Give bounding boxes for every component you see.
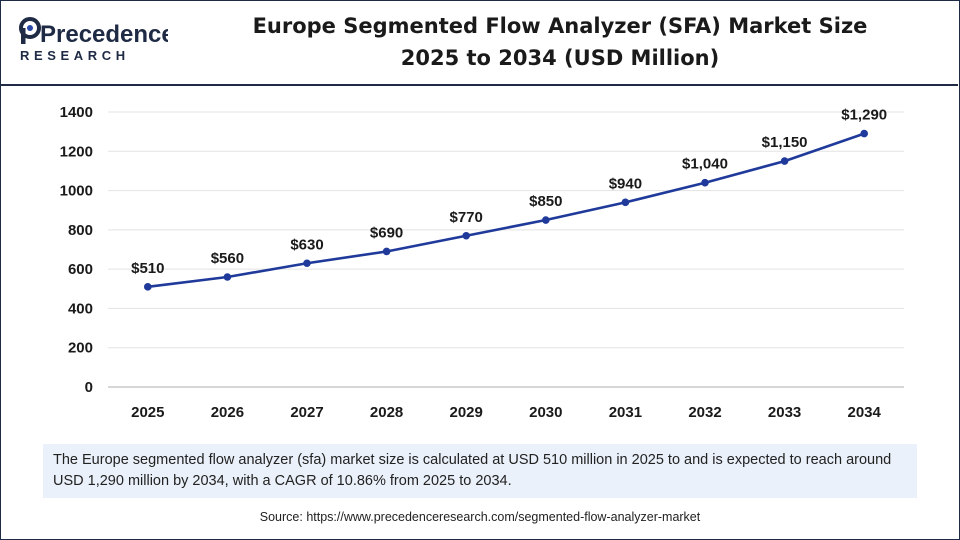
x-tick-label: 2028 [370,404,403,421]
x-tick-label: 2026 [211,404,244,421]
data-point [462,231,471,240]
data-label: $850 [529,193,562,210]
y-tick-label: 1200 [60,143,93,160]
data-point [780,157,789,165]
y-tick-label: 800 [68,222,93,239]
source-note: Source: https://www.precedenceresearch.c… [259,510,701,524]
data-label: $560 [211,250,244,267]
x-tick-label: 2027 [290,404,323,421]
series-line [147,132,865,289]
y-tick-label: 0 [85,379,93,396]
x-tick-label: 2029 [450,404,483,421]
x-tick-label: 2030 [529,404,562,421]
logo-dot [27,25,33,31]
data-point [621,198,630,207]
y-tick-label: 1400 [60,104,93,121]
data-label: $940 [609,175,642,192]
title-line-1: Europe Segmented Flow Analyzer (SFA) Mar… [252,14,868,38]
y-tick-label: 200 [68,340,93,357]
data-point [542,216,550,224]
y-tick-label: 600 [68,261,93,278]
header: Precedence RESEARCH Europe Segmented Flo… [0,0,958,86]
y-tick-label: 1000 [60,183,93,200]
data-label: $1,150 [762,134,808,151]
x-tick-label: 2033 [768,404,801,421]
data-label: $510 [131,260,164,277]
x-tick-label: 2034 [848,404,882,421]
data-point [860,129,868,138]
data-label: $630 [290,236,323,253]
data-point [144,283,152,291]
data-label: $770 [450,209,483,226]
data-label: $1,040 [682,156,728,173]
summary-text: The Europe segmented flow analyzer (sfa)… [53,452,892,489]
title-line-2: 2025 to 2034 (USD Million) [400,46,720,70]
x-tick-label: 2031 [609,404,642,421]
precedence-research-logo: Precedence RESEARCH [19,17,168,63]
y-tick-label: 400 [68,300,93,317]
chart-title: Europe Segmented Flow Analyzer (SFA) Mar… [180,10,940,74]
data-point [303,259,311,268]
x-tick-label: 2025 [131,404,164,421]
data-point [382,247,391,256]
data-label: $690 [370,224,403,241]
logo-name-bottom: RESEARCH [20,48,130,63]
data-point [223,273,232,281]
summary-box: The Europe segmented flow analyzer (sfa)… [43,444,917,498]
data-label: $1,290 [841,107,887,124]
logo-name-top: Precedence [40,21,168,48]
data-point [701,178,709,187]
logo-p-stem [21,28,26,44]
line-chart: 0 200 400 600 800 1000 1200 1400 2025 2026 2027 202… [60,104,904,421]
x-tick-label: 2032 [688,404,721,421]
